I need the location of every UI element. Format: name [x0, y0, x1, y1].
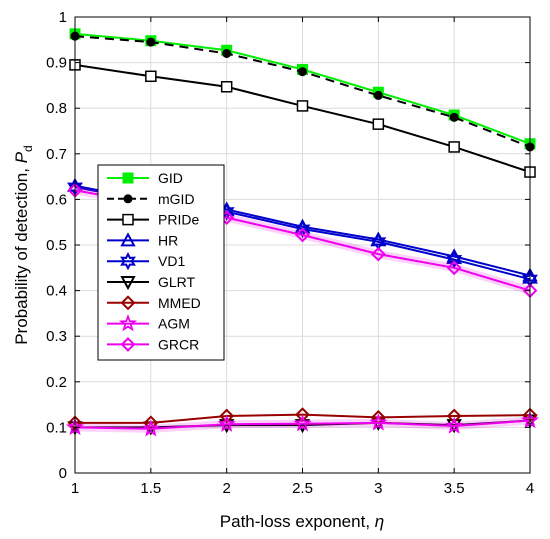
data-point — [373, 90, 383, 100]
legend-swatch-marker — [118, 314, 138, 332]
legend-label: AGM — [158, 316, 190, 332]
legend-label: GRCR — [158, 336, 199, 352]
legend-item-pride: PRIDe — [107, 212, 199, 228]
data-point — [445, 416, 464, 434]
legend-label: mGID — [158, 191, 195, 207]
x-tick-label: 2 — [222, 480, 230, 497]
data-point — [294, 219, 311, 239]
data-point — [448, 141, 460, 153]
legend-swatch-marker — [120, 276, 136, 291]
legend-item-mgid: mGID — [107, 191, 195, 207]
data-point — [295, 407, 310, 423]
data-point — [222, 48, 232, 58]
data-point — [372, 118, 385, 130]
y-tick-label: 0 — [59, 465, 67, 482]
y-tick-label: 0.3 — [46, 328, 67, 345]
legend-item-agm: AGM — [107, 314, 190, 332]
legend-label: PRIDe — [158, 212, 199, 228]
x-tick-label: 2.5 — [292, 480, 313, 497]
x-tick-label: 4 — [526, 480, 534, 497]
y-tick-label: 0.1 — [46, 419, 67, 436]
data-point — [141, 419, 160, 437]
y-tick-label: 1 — [59, 9, 67, 26]
legend-label: VD1 — [158, 253, 185, 269]
x-tick-label: 1 — [71, 480, 79, 497]
series-line — [74, 419, 531, 430]
data-point — [220, 81, 233, 93]
legend-item-vd1: VD1 — [107, 252, 185, 271]
series-agm — [65, 411, 540, 437]
data-point — [296, 100, 309, 112]
data-point — [369, 413, 388, 431]
legend-swatch-marker — [122, 213, 134, 226]
legend-item-hr: HR — [107, 232, 178, 248]
legend-item-gid: GID — [107, 170, 183, 186]
legend-swatch-marker — [120, 252, 136, 271]
data-point — [446, 408, 462, 424]
data-point — [298, 67, 307, 77]
legend-label: HR — [158, 232, 178, 248]
data-point — [446, 260, 462, 276]
legend-box — [97, 164, 225, 361]
legend-swatch-marker — [120, 232, 136, 247]
legend-label: GID — [158, 170, 183, 186]
legend-label: MMED — [158, 295, 201, 311]
y-tick-label: 0.2 — [46, 374, 67, 391]
legend-item-mmed: MMED — [107, 295, 201, 311]
data-point — [145, 70, 157, 83]
data-point — [295, 227, 310, 243]
data-point — [446, 250, 463, 269]
data-point — [293, 414, 312, 432]
y-tick-label: 0.6 — [46, 191, 67, 208]
legend-label: GLRT — [158, 274, 196, 290]
data-point — [449, 112, 459, 122]
y-tick-label: 0.7 — [46, 146, 67, 163]
legend-swatch-marker — [120, 336, 136, 352]
y-tick-label: 0.4 — [46, 283, 67, 300]
data-point — [217, 414, 236, 432]
data-point — [146, 37, 156, 47]
data-point — [219, 408, 235, 424]
y-axis-label: Probability of detection, Pd — [12, 145, 35, 344]
y-tick-label: 0.9 — [46, 55, 67, 72]
x-axis-label: Path-loss exponent, η — [220, 512, 384, 531]
axis-ticks: 1 1.5 2 2.5 3 3.5 4 0 0.1 0.2 0.3 0.4 0.5 0.6 0.7 0.8 0.… — [46, 9, 534, 497]
legend-swatch-marker — [120, 295, 136, 311]
legend-item-glrt: GLRT — [107, 274, 196, 291]
x-tick-label: 3.5 — [444, 480, 465, 497]
data-point — [370, 246, 386, 262]
legend-swatch-marker — [122, 172, 134, 184]
x-tick-label: 1.5 — [140, 480, 161, 497]
legend-swatch-marker — [123, 194, 133, 204]
legend-item-grcr: GRCR — [107, 336, 199, 352]
x-tick-label: 3 — [374, 480, 382, 497]
legend: GID mGID PRIDe HR VD1 GLRT MMED AGM GRCR — [97, 164, 225, 361]
y-tick-label: 0.8 — [46, 100, 67, 117]
y-tick-label: 0.5 — [46, 237, 67, 254]
